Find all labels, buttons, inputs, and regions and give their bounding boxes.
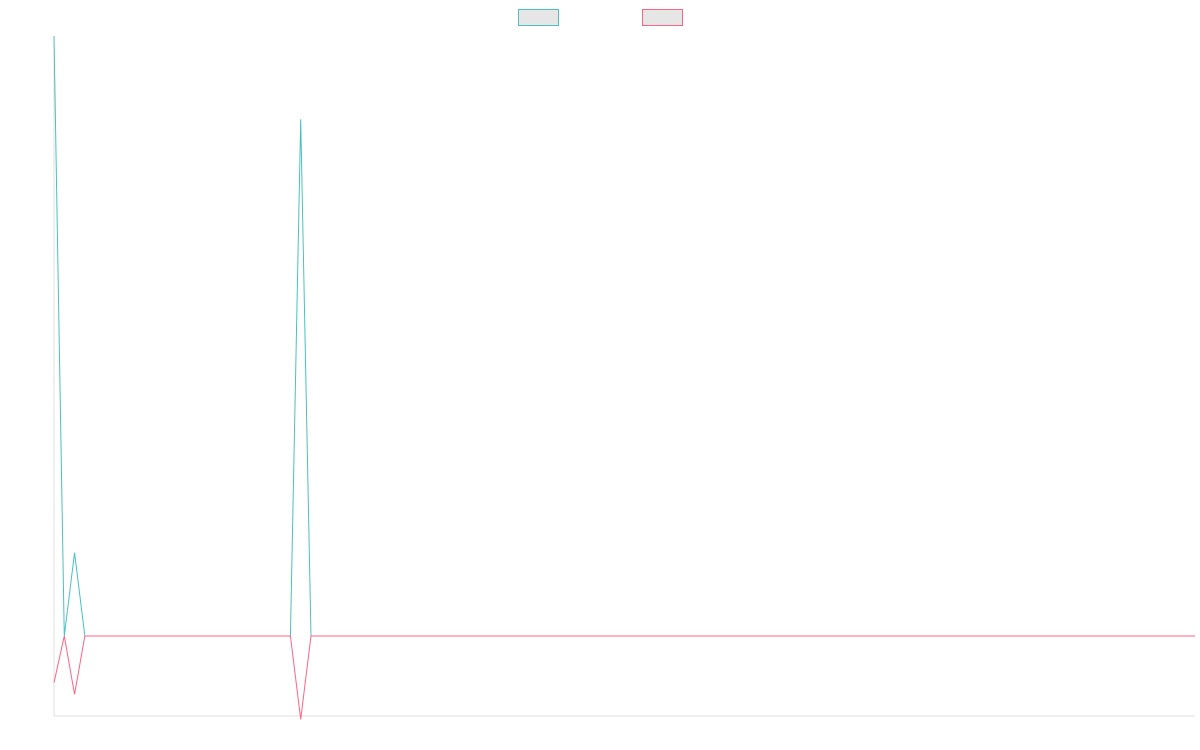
axes: [53, 36, 1195, 717]
series-layer: [53, 35, 1195, 720]
series-line-2: [53, 635, 1195, 720]
legend-swatch-1[interactable]: [518, 9, 559, 26]
legend: [518, 9, 683, 26]
series-line-1: [53, 35, 1195, 637]
legend-swatch-2[interactable]: [642, 9, 683, 26]
